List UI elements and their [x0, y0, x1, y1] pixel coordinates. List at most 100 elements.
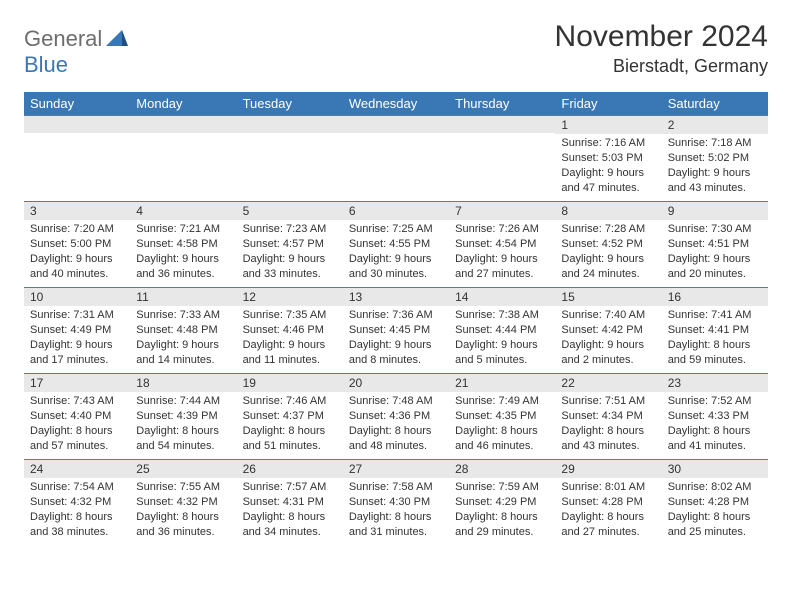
daylight-line2: and 24 minutes. [561, 267, 655, 282]
day-number [237, 115, 343, 133]
sunset-text: Sunset: 4:28 PM [561, 495, 655, 510]
day-details: Sunrise: 7:41 AMSunset: 4:41 PMDaylight:… [662, 306, 768, 371]
daylight-line1: Daylight: 8 hours [455, 424, 549, 439]
day-details: Sunrise: 7:43 AMSunset: 4:40 PMDaylight:… [24, 392, 130, 457]
day-number: 9 [662, 201, 768, 220]
sunrise-text: Sunrise: 7:33 AM [136, 308, 230, 323]
col-friday: Friday [555, 92, 661, 115]
sunrise-text: Sunrise: 7:46 AM [243, 394, 337, 409]
daylight-line1: Daylight: 9 hours [30, 252, 124, 267]
sunset-text: Sunset: 4:45 PM [349, 323, 443, 338]
day-details: Sunrise: 7:36 AMSunset: 4:45 PMDaylight:… [343, 306, 449, 371]
day-number: 12 [237, 287, 343, 306]
sunrise-text: Sunrise: 7:49 AM [455, 394, 549, 409]
daylight-line1: Daylight: 9 hours [349, 252, 443, 267]
day-details: Sunrise: 8:02 AMSunset: 4:28 PMDaylight:… [662, 478, 768, 543]
week-row: 17Sunrise: 7:43 AMSunset: 4:40 PMDayligh… [24, 373, 768, 459]
sunrise-text: Sunrise: 7:55 AM [136, 480, 230, 495]
day-cell: 11Sunrise: 7:33 AMSunset: 4:48 PMDayligh… [130, 287, 236, 373]
sunset-text: Sunset: 4:57 PM [243, 237, 337, 252]
day-cell [449, 115, 555, 201]
sunset-text: Sunset: 4:36 PM [349, 409, 443, 424]
day-cell: 28Sunrise: 7:59 AMSunset: 4:29 PMDayligh… [449, 459, 555, 545]
col-tuesday: Tuesday [237, 92, 343, 115]
day-number: 21 [449, 373, 555, 392]
day-cell: 8Sunrise: 7:28 AMSunset: 4:52 PMDaylight… [555, 201, 661, 287]
day-cell [24, 115, 130, 201]
sunset-text: Sunset: 5:02 PM [668, 151, 762, 166]
daylight-line2: and 46 minutes. [455, 439, 549, 454]
daylight-line1: Daylight: 9 hours [561, 338, 655, 353]
daylight-line1: Daylight: 8 hours [243, 510, 337, 525]
title-block: November 2024 Bierstadt, Germany [555, 20, 768, 77]
day-details: Sunrise: 7:51 AMSunset: 4:34 PMDaylight:… [555, 392, 661, 457]
day-details [24, 133, 130, 193]
daylight-line1: Daylight: 8 hours [668, 510, 762, 525]
daylight-line1: Daylight: 9 hours [668, 252, 762, 267]
daylight-line1: Daylight: 9 hours [30, 338, 124, 353]
sunset-text: Sunset: 4:33 PM [668, 409, 762, 424]
day-cell [130, 115, 236, 201]
sunrise-text: Sunrise: 7:36 AM [349, 308, 443, 323]
daylight-line2: and 36 minutes. [136, 525, 230, 540]
day-cell: 13Sunrise: 7:36 AMSunset: 4:45 PMDayligh… [343, 287, 449, 373]
day-number: 27 [343, 459, 449, 478]
sunset-text: Sunset: 4:54 PM [455, 237, 549, 252]
sunrise-text: Sunrise: 7:59 AM [455, 480, 549, 495]
week-row: 1Sunrise: 7:16 AMSunset: 5:03 PMDaylight… [24, 115, 768, 201]
location-label: Bierstadt, Germany [555, 56, 768, 77]
daylight-line1: Daylight: 8 hours [30, 510, 124, 525]
daylight-line1: Daylight: 8 hours [349, 510, 443, 525]
sunset-text: Sunset: 4:32 PM [136, 495, 230, 510]
sunrise-text: Sunrise: 7:26 AM [455, 222, 549, 237]
daylight-line1: Daylight: 8 hours [455, 510, 549, 525]
logo-sail-icon [106, 33, 128, 50]
sunset-text: Sunset: 4:35 PM [455, 409, 549, 424]
day-details [343, 133, 449, 193]
day-details: Sunrise: 7:20 AMSunset: 5:00 PMDaylight:… [24, 220, 130, 285]
sunset-text: Sunset: 4:29 PM [455, 495, 549, 510]
daylight-line2: and 25 minutes. [668, 525, 762, 540]
day-cell: 24Sunrise: 7:54 AMSunset: 4:32 PMDayligh… [24, 459, 130, 545]
day-cell: 29Sunrise: 8:01 AMSunset: 4:28 PMDayligh… [555, 459, 661, 545]
daylight-line1: Daylight: 8 hours [243, 424, 337, 439]
sunrise-text: Sunrise: 7:28 AM [561, 222, 655, 237]
day-details: Sunrise: 7:49 AMSunset: 4:35 PMDaylight:… [449, 392, 555, 457]
day-cell: 1Sunrise: 7:16 AMSunset: 5:03 PMDaylight… [555, 115, 661, 201]
daylight-line1: Daylight: 9 hours [455, 338, 549, 353]
daylight-line2: and 34 minutes. [243, 525, 337, 540]
daylight-line2: and 2 minutes. [561, 353, 655, 368]
daylight-line1: Daylight: 8 hours [561, 424, 655, 439]
daylight-line1: Daylight: 8 hours [30, 424, 124, 439]
sunset-text: Sunset: 4:58 PM [136, 237, 230, 252]
day-cell: 26Sunrise: 7:57 AMSunset: 4:31 PMDayligh… [237, 459, 343, 545]
sunrise-text: Sunrise: 7:18 AM [668, 136, 762, 151]
sunrise-text: Sunrise: 7:43 AM [30, 394, 124, 409]
sunrise-text: Sunrise: 7:31 AM [30, 308, 124, 323]
daylight-line1: Daylight: 8 hours [561, 510, 655, 525]
daylight-line2: and 29 minutes. [455, 525, 549, 540]
daylight-line1: Daylight: 9 hours [668, 166, 762, 181]
daylight-line2: and 31 minutes. [349, 525, 443, 540]
sunrise-text: Sunrise: 7:44 AM [136, 394, 230, 409]
day-cell: 10Sunrise: 7:31 AMSunset: 4:49 PMDayligh… [24, 287, 130, 373]
day-number: 13 [343, 287, 449, 306]
daylight-line2: and 59 minutes. [668, 353, 762, 368]
day-details [449, 133, 555, 193]
day-number: 29 [555, 459, 661, 478]
day-details: Sunrise: 7:46 AMSunset: 4:37 PMDaylight:… [237, 392, 343, 457]
daylight-line2: and 27 minutes. [455, 267, 549, 282]
week-row: 3Sunrise: 7:20 AMSunset: 5:00 PMDaylight… [24, 201, 768, 287]
day-number: 7 [449, 201, 555, 220]
sunset-text: Sunset: 4:55 PM [349, 237, 443, 252]
col-monday: Monday [130, 92, 236, 115]
calendar-table: Sunday Monday Tuesday Wednesday Thursday… [24, 92, 768, 545]
day-cell: 30Sunrise: 8:02 AMSunset: 4:28 PMDayligh… [662, 459, 768, 545]
daylight-line2: and 48 minutes. [349, 439, 443, 454]
month-title: November 2024 [555, 20, 768, 54]
daylight-line2: and 14 minutes. [136, 353, 230, 368]
day-number [343, 115, 449, 133]
daylight-line1: Daylight: 9 hours [349, 338, 443, 353]
day-number: 19 [237, 373, 343, 392]
day-details: Sunrise: 8:01 AMSunset: 4:28 PMDaylight:… [555, 478, 661, 543]
